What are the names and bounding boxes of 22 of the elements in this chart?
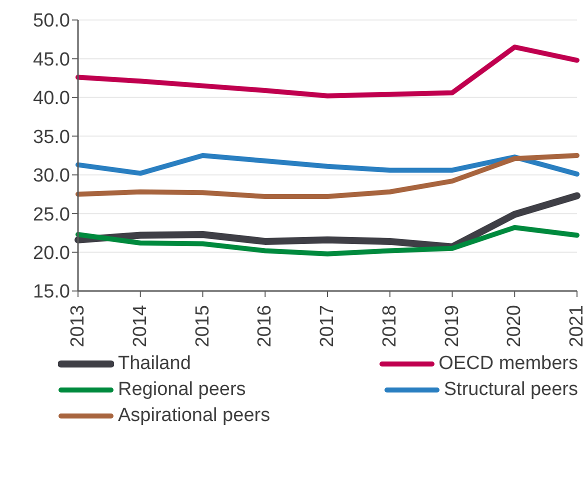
y-tick-label: 40.0	[33, 88, 70, 110]
y-tick-label: 20.0	[33, 243, 70, 264]
x-tick-label: 2021	[566, 305, 585, 348]
x-tick-label: 2014	[130, 304, 151, 348]
legend-label: OECD members	[438, 353, 578, 375]
x-tick-label: 2018	[379, 305, 400, 348]
x-tick-label: 2020	[504, 305, 526, 348]
y-tick-label: 15.0	[33, 282, 70, 303]
legend-label: Aspirational peers	[118, 405, 270, 427]
y-tick-label: 35.0	[33, 126, 70, 148]
legend-label: Structural peers	[444, 379, 578, 401]
legend-label: Thailand	[118, 353, 191, 375]
x-tick-label: 2015	[192, 305, 214, 348]
y-tick-label: 45.0	[33, 49, 70, 70]
x-tick-label: 2019	[442, 305, 463, 348]
x-tick-label: 2016	[254, 305, 276, 348]
y-tick-label: 30.0	[33, 166, 70, 187]
x-tick-label: 2013	[68, 305, 88, 348]
x-tick-label: 2017	[317, 305, 338, 348]
legend-label: Regional peers	[118, 379, 246, 401]
y-tick-label: 50.0	[33, 10, 70, 32]
y-tick-label: 25.0	[33, 204, 70, 226]
